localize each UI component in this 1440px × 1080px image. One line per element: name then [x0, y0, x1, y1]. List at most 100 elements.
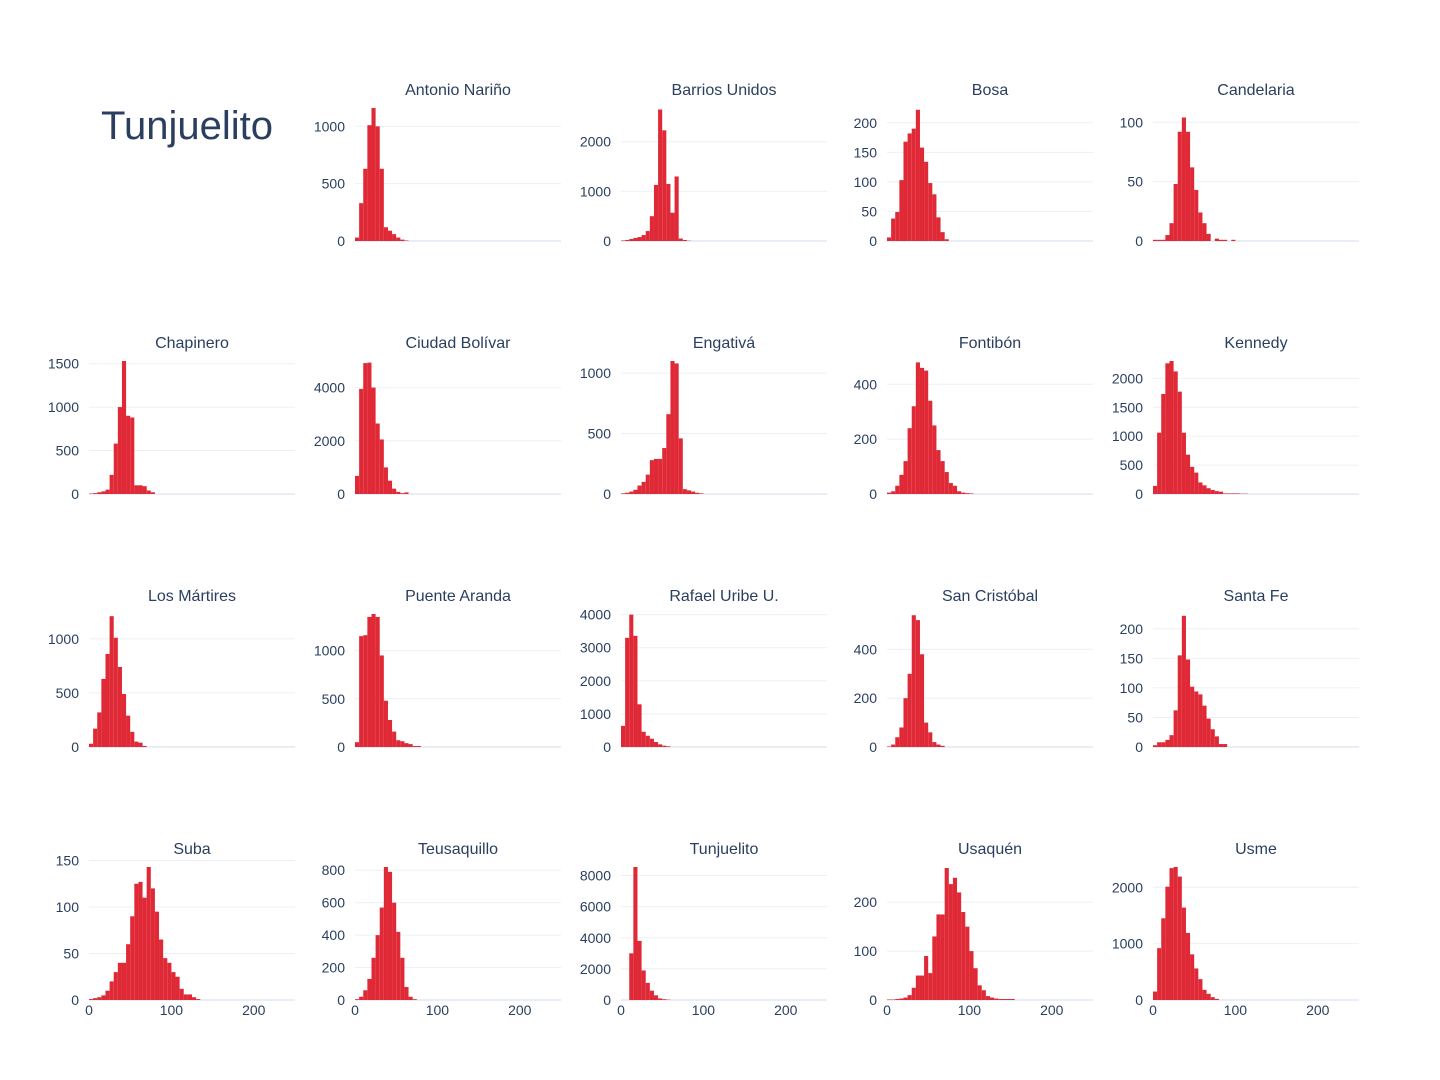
histogram-bar [93, 998, 98, 1000]
histogram-bar [1173, 867, 1178, 1000]
y-tick-label: 0 [869, 992, 877, 1008]
y-tick-label: 150 [854, 144, 878, 160]
histogram-panel: 0 1000 2000 Usme 0 100 200 [1112, 841, 1359, 1018]
y-tick-label: 4000 [580, 930, 611, 946]
histogram-bar [911, 987, 916, 1000]
histogram-bar [952, 877, 958, 1000]
histogram-bar [645, 982, 650, 1000]
histogram-panel: 0 1000 2000 3000 4000 Rafael Uribe U. [580, 588, 827, 755]
histogram-bar [944, 867, 949, 1000]
histogram-bar [666, 414, 671, 494]
histogram-bar [126, 944, 131, 1000]
histogram-bar [1198, 979, 1203, 1000]
histogram-panel: 0 500 1000 Puente Aranda [314, 588, 561, 755]
histogram-bar [633, 238, 638, 241]
histogram-bar [1006, 999, 1011, 1000]
histogram-bar [142, 486, 147, 494]
histogram-bar [1161, 239, 1166, 241]
histogram-bar [121, 694, 127, 747]
histogram-bar [915, 975, 920, 1000]
histogram-bar [171, 972, 176, 1000]
panel-title: Usme [1235, 841, 1277, 858]
y-tick-label: 0 [337, 233, 345, 249]
histogram-bar [629, 953, 634, 1000]
histogram-bar [105, 654, 110, 747]
histogram-bar [187, 994, 192, 1000]
histogram-bar [97, 712, 102, 747]
histogram-bar [637, 237, 642, 241]
panel-title: Santa Fe [1224, 588, 1289, 605]
histogram-bar [1157, 948, 1162, 1000]
histogram-bar [130, 417, 135, 494]
histogram-bar [895, 999, 900, 1000]
histogram-bar [117, 407, 122, 494]
histogram-bar [686, 490, 692, 494]
histogram-bar [387, 871, 393, 1000]
histogram-bar [1165, 886, 1170, 1000]
histogram-bar [400, 239, 405, 241]
histogram-panel: 0 100 200 Usaquén 0 100 200 [854, 841, 1093, 1018]
histogram-bar [915, 362, 920, 494]
histogram-bar [994, 998, 999, 1000]
panel-title: Kennedy [1224, 335, 1287, 352]
histogram-bar [1190, 954, 1195, 1000]
histogram-bar [1161, 918, 1166, 1000]
y-tick-label: 500 [322, 691, 346, 707]
histogram-panel: 0 2000 4000 6000 8000 Tunjuelito 0 100 200 [580, 841, 827, 1018]
histogram-bar [363, 635, 368, 747]
histogram-panel: 0 50 100 Candelaria [1120, 82, 1359, 249]
histogram-bar [1190, 466, 1195, 494]
histogram-bar [355, 742, 360, 747]
y-tick-label: 0 [1135, 233, 1143, 249]
histogram-bar [355, 475, 360, 494]
histogram-bar [928, 732, 933, 747]
y-tick-label: 0 [1135, 486, 1143, 502]
histogram-bar [969, 951, 974, 1000]
histogram-bar [93, 493, 98, 494]
y-tick-label: 50 [861, 203, 877, 219]
histogram-bar [1210, 489, 1215, 494]
histogram-bar [666, 746, 671, 747]
histogram-bar [940, 745, 945, 747]
histogram-bar [1185, 454, 1191, 494]
histogram-bar [93, 728, 98, 747]
panel-title: San Cristóbal [942, 588, 1038, 605]
histogram-bar [641, 970, 646, 1000]
chart-title: Tunjuelito [101, 104, 273, 148]
y-tick-label: 0 [71, 992, 79, 1008]
y-tick-label: 1000 [48, 631, 79, 647]
histogram-bar [1181, 615, 1186, 747]
histogram-bar [1235, 493, 1240, 494]
histogram-bar [645, 474, 650, 494]
y-tick-label: 200 [854, 431, 878, 447]
histogram-bar [105, 990, 110, 1000]
histogram-bar [895, 485, 900, 494]
y-tick-label: 200 [854, 115, 878, 131]
panel-title: Suba [173, 841, 210, 858]
histogram-bar [142, 745, 147, 747]
histogram-bar [113, 972, 118, 1000]
histogram-bar [1177, 876, 1182, 1000]
x-tick-label: 100 [426, 1002, 450, 1018]
panel-title: Candelaria [1217, 82, 1294, 99]
y-tick-label: 2000 [580, 134, 611, 150]
histogram-bar [924, 955, 929, 1000]
histogram-bar [375, 616, 380, 747]
histogram-bar [1206, 488, 1211, 494]
histogram-bar [633, 489, 638, 494]
histogram-bar [130, 731, 135, 747]
histogram-bar [887, 492, 892, 494]
histogram-bar [392, 488, 397, 494]
histogram-bar [629, 239, 634, 241]
histogram-bar [375, 423, 380, 494]
y-tick-label: 0 [337, 992, 345, 1008]
histogram-bar [383, 867, 388, 1000]
x-tick-label: 200 [774, 1002, 798, 1018]
y-tick-label: 2000 [314, 433, 345, 449]
histogram-bar [150, 888, 155, 1000]
histogram-bar [932, 194, 937, 241]
histogram-bar [355, 237, 360, 241]
histogram-bar [1185, 131, 1191, 241]
histogram-bar [113, 443, 118, 494]
histogram-bar [903, 997, 908, 1000]
